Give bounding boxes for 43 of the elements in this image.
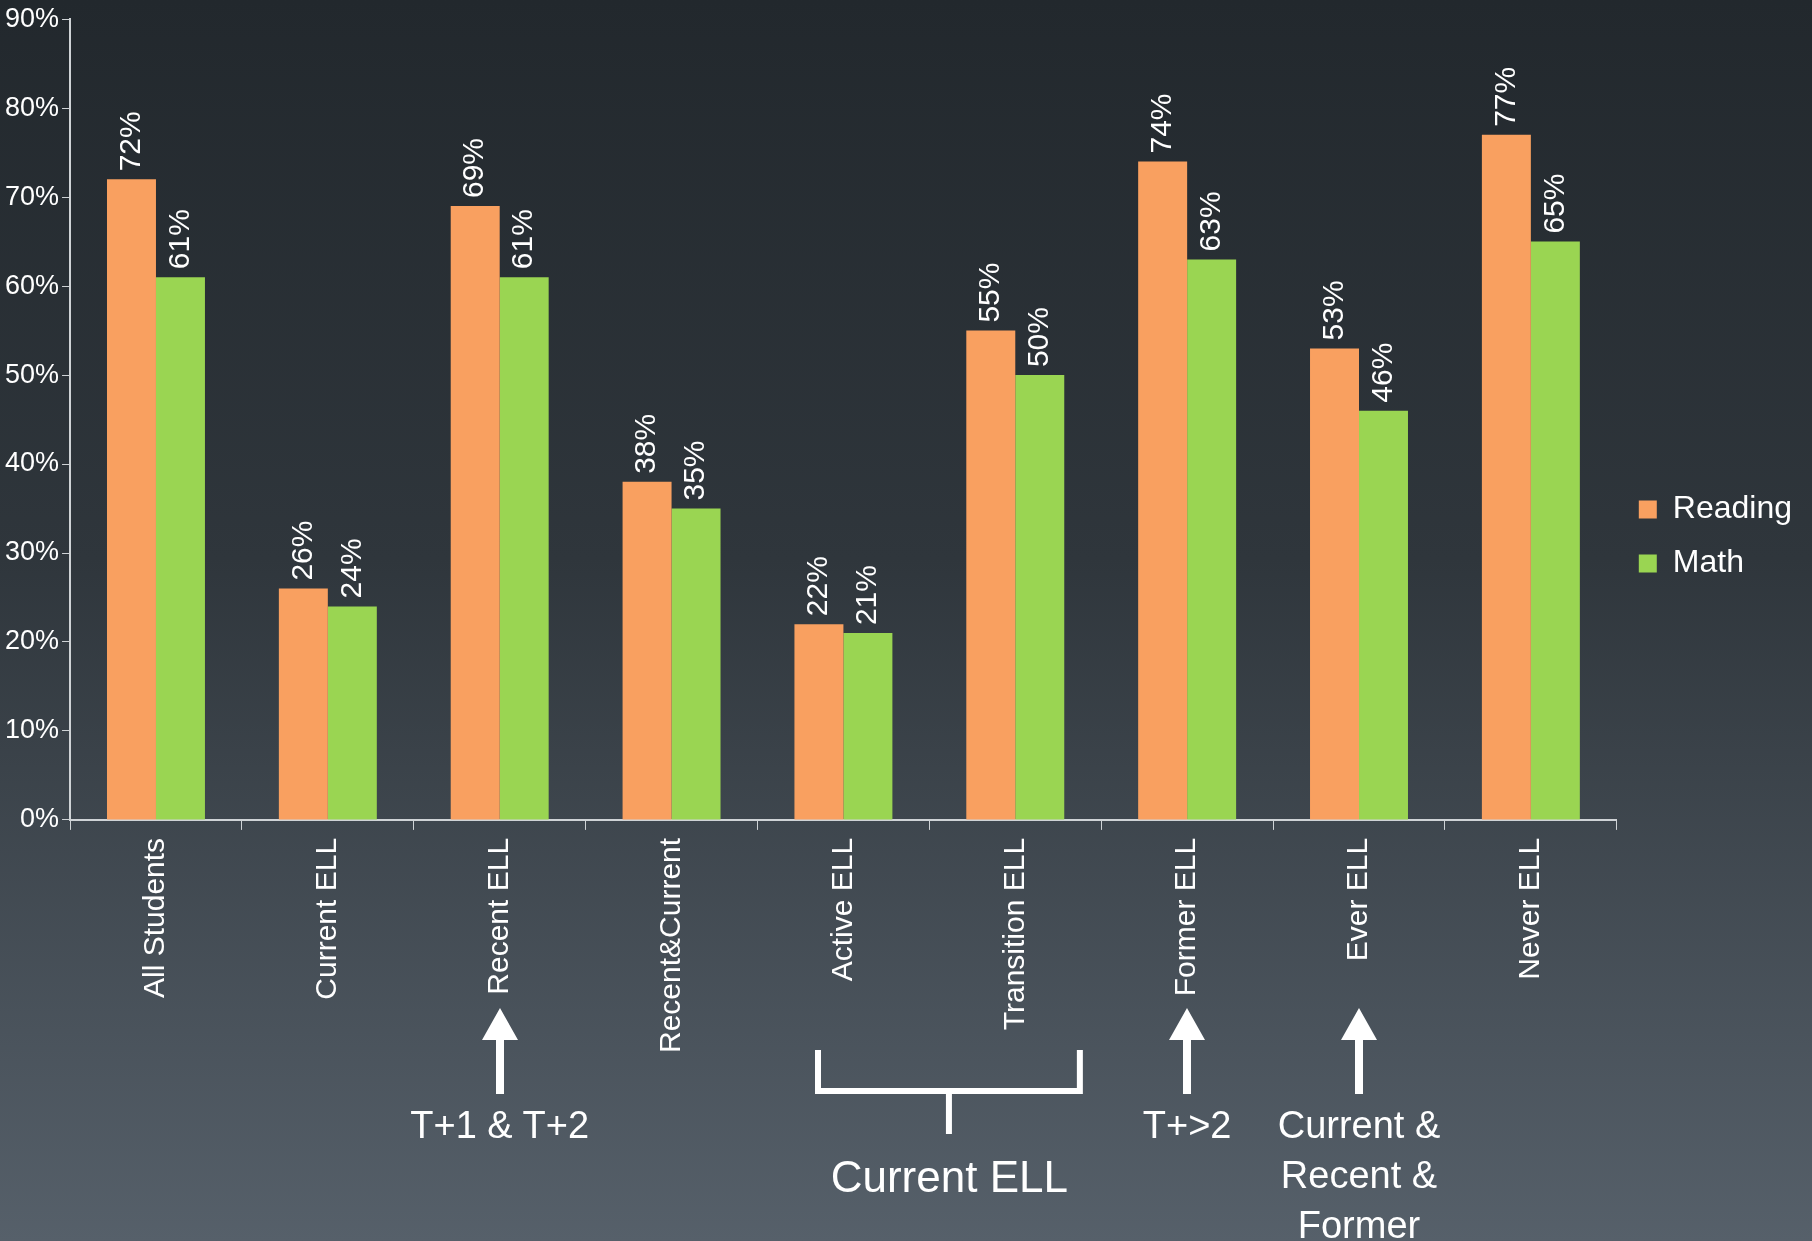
text: T+>2	[1142, 1104, 1232, 1146]
x-tick-label: Recent&Current	[652, 837, 686, 1054]
data-label: 63%	[1192, 191, 1226, 252]
data-label: 69%	[456, 137, 490, 199]
data-label: 74%	[1143, 93, 1177, 154]
y-tick-label: 80%	[4, 91, 60, 122]
data-label: 55%	[972, 262, 1006, 323]
y-tick-label: 60%	[4, 269, 60, 300]
data-label: 24%	[333, 538, 367, 599]
x-tick-label: Current ELL	[309, 837, 343, 1000]
data-label: 50%	[1021, 307, 1055, 368]
data-label: 35%	[677, 440, 711, 501]
legend-label: Reading	[1672, 489, 1792, 526]
text: Current ELL	[829, 1152, 1069, 1202]
data-label: 21%	[849, 565, 883, 626]
data-label: 38%	[628, 413, 662, 474]
data-label: 72%	[112, 111, 146, 172]
data-label: 22%	[800, 556, 834, 617]
x-tick-label: Ever ELL	[1340, 837, 1374, 962]
x-tick-label: All Students	[137, 837, 171, 998]
x-tick-label: Never ELL	[1512, 837, 1546, 980]
legend-label: Math	[1672, 543, 1744, 580]
y-tick-label: 70%	[4, 180, 60, 211]
data-label: 61%	[161, 209, 195, 270]
y-tick-label: 90%	[4, 2, 60, 33]
x-tick-label: Active ELL	[824, 837, 858, 982]
data-label: 46%	[1364, 342, 1398, 403]
y-tick-label: 50%	[4, 358, 60, 389]
y-tick-label: 40%	[4, 447, 60, 478]
text: Current & Recent & Former	[1276, 1103, 1442, 1241]
y-tick-label: 0%	[20, 803, 60, 834]
data-label: 77%	[1487, 66, 1521, 127]
data-label: 65%	[1536, 173, 1570, 234]
text: T+1 & T+2	[409, 1103, 591, 1148]
x-tick-label: Transition ELL	[996, 837, 1030, 1031]
data-label: 53%	[1315, 280, 1349, 341]
y-tick-label: 20%	[4, 625, 60, 656]
data-label: 61%	[505, 209, 539, 270]
y-tick-label: 10%	[4, 714, 60, 745]
x-tick-label: Recent ELL	[480, 837, 514, 995]
y-tick-label: 30%	[4, 536, 60, 567]
x-tick-label: Former ELL	[1168, 837, 1202, 997]
data-label: 26%	[284, 520, 318, 581]
